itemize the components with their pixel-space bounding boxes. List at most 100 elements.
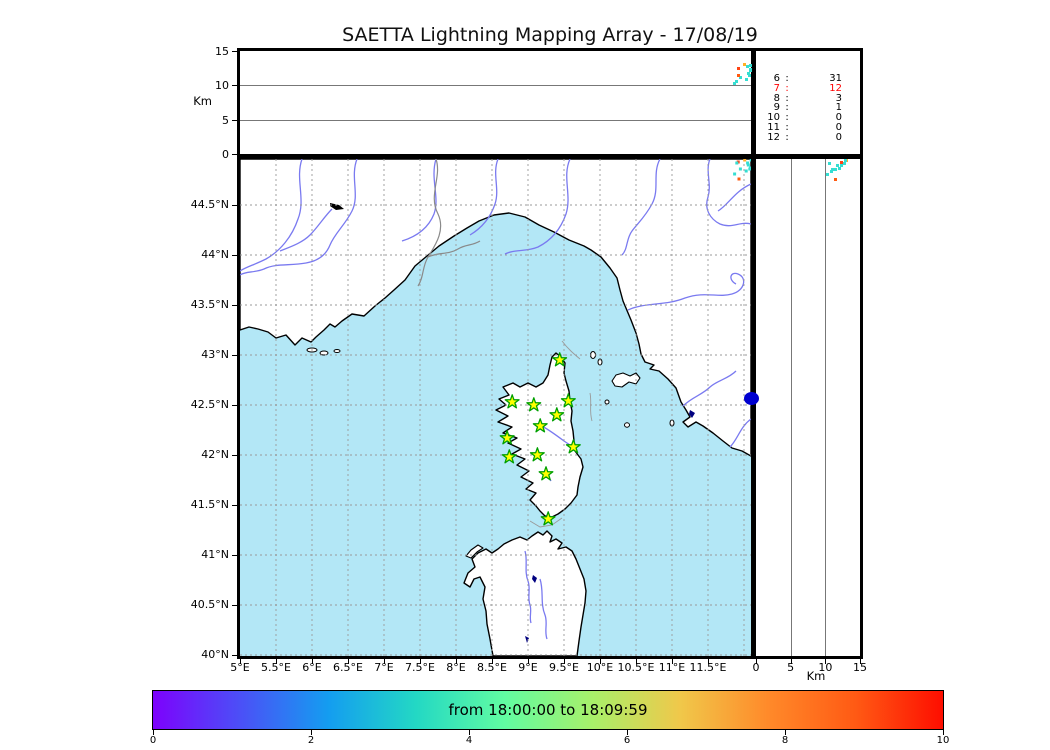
right-panel-gridline (790, 159, 792, 656)
colorbar-tick (311, 730, 312, 735)
pianosa-island (604, 399, 610, 405)
map-lon-tick (276, 659, 277, 664)
right-panel-x-tick (825, 659, 827, 664)
hyeres-island (319, 350, 329, 356)
legend-level: 12 (767, 131, 780, 143)
colorbar-tick (785, 730, 786, 735)
sensor-marker (744, 391, 760, 405)
map-lat-tick-label: 42°N (201, 448, 229, 461)
station-star (499, 430, 515, 445)
legend-colon: : (785, 112, 789, 124)
lightning-dot-alt-lon (746, 72, 750, 76)
map-lon-tick (636, 659, 637, 664)
colorbar-tick-label: 10 (936, 735, 950, 746)
map-lon-tick-label: 9°E (518, 661, 538, 674)
corsica-coast (495, 352, 584, 518)
time-window-label: from 18:00:00 to 18:09:59 (448, 701, 648, 719)
map-lat-tick (232, 505, 237, 506)
maritime-boundary (529, 517, 563, 528)
right-panel-x-tick-label: 0 (752, 661, 760, 674)
map-lon-tick (240, 659, 241, 664)
colorbar-tick (943, 730, 944, 735)
map-lon-tick (600, 659, 601, 664)
river (706, 159, 751, 227)
legend-level: 11 (767, 121, 780, 133)
right-panel-x-tick (756, 659, 757, 664)
top-panel-x-tick (384, 154, 385, 158)
lightning-dot-alt-lon (735, 79, 739, 83)
map-lat-tick (232, 605, 237, 606)
map-lon-tick-label: 8.5°E (477, 661, 507, 674)
top-panel-x-tick (420, 154, 421, 158)
lightning-dot-alt-lat (840, 160, 844, 164)
country-border (417, 159, 442, 287)
legend-row: 6: 31 (756, 74, 860, 84)
map-lat-tick-label: 44.5°N (190, 198, 229, 211)
legend-colon: : (785, 92, 789, 104)
map-lon-tick-label: 7.5°E (405, 661, 435, 674)
legend-row: 10: 0 (756, 113, 860, 123)
map-lon-tick-label: 5°E (230, 661, 250, 674)
lightning-dot-map (749, 159, 751, 162)
map-lon-tick (312, 659, 313, 664)
elba-island (611, 372, 641, 388)
top-panel-y-tick (232, 154, 237, 155)
map-lat-tick-label: 42.5°N (190, 398, 229, 411)
map-lon-tick-label: 7°E (374, 661, 394, 674)
legend-row: 9: 1 (756, 103, 860, 113)
station-star (504, 394, 520, 409)
legend-count: 0 (835, 112, 842, 124)
map-lon-tick-label: 10.5°E (617, 661, 655, 674)
lightning-dot-alt-lat (839, 163, 843, 167)
lightning-dot-alt-lat (831, 167, 835, 171)
legend-row: 12: 0 (756, 131, 860, 143)
map-lon-tick-label: 6°E (302, 661, 322, 674)
colorbar-tick-label: 0 (149, 735, 157, 746)
legend-level: 7 (773, 82, 780, 94)
map-lon-tick (348, 659, 349, 664)
lightning-dot-alt-lon (733, 81, 737, 85)
map-lat-tick (232, 305, 237, 306)
legend-colon: : (785, 73, 789, 84)
map-lon-tick (384, 659, 385, 664)
top-panel-x-tick (312, 154, 313, 158)
lightning-dot-map (735, 161, 739, 165)
legend-colon: : (785, 131, 789, 143)
map-lat-tick-label: 43°N (201, 348, 229, 361)
map-svg (240, 159, 751, 656)
top-panel-x-tick (672, 154, 673, 158)
maritime-boundary (561, 340, 581, 360)
top-panel-x-tick (456, 154, 457, 158)
legend-row: 7: 12 (756, 82, 860, 94)
river (469, 159, 499, 236)
river (240, 159, 303, 272)
river (401, 159, 437, 242)
legend-colon: : (785, 102, 789, 114)
top-panel-y-tick (232, 51, 237, 52)
lightning-dot-alt-lon (746, 64, 750, 68)
legend-level: 6 (773, 73, 780, 84)
lightning-dot-alt-lon (748, 74, 752, 78)
top-panel-y-tick-label: 5 (222, 113, 229, 127)
legend-count: 3 (835, 92, 842, 104)
river (524, 550, 532, 624)
lightning-dot-alt-lon (737, 73, 741, 77)
lightning-dot-alt-lat (843, 158, 847, 162)
map-lon-tick (456, 659, 457, 664)
river (621, 159, 661, 256)
lightning-dot-map (733, 172, 737, 176)
lightning-dot-map (746, 161, 750, 165)
station-star (532, 418, 548, 433)
colorbar-tick (469, 730, 470, 735)
lightning-dot-alt-lon (738, 76, 742, 80)
sardinia-coast (463, 530, 587, 656)
top-panel-gridline (240, 85, 751, 87)
altitude-latitude-panel (753, 156, 863, 659)
colorbar-tick-label: 8 (781, 735, 789, 746)
map-lat-tick (232, 655, 237, 656)
map-lat-tick (232, 355, 237, 356)
lightning-dot-alt-lat (830, 169, 834, 173)
colorbar-tick-label: 2 (307, 735, 315, 746)
lightning-dot-alt-lat (825, 172, 829, 176)
country-border (427, 240, 481, 258)
